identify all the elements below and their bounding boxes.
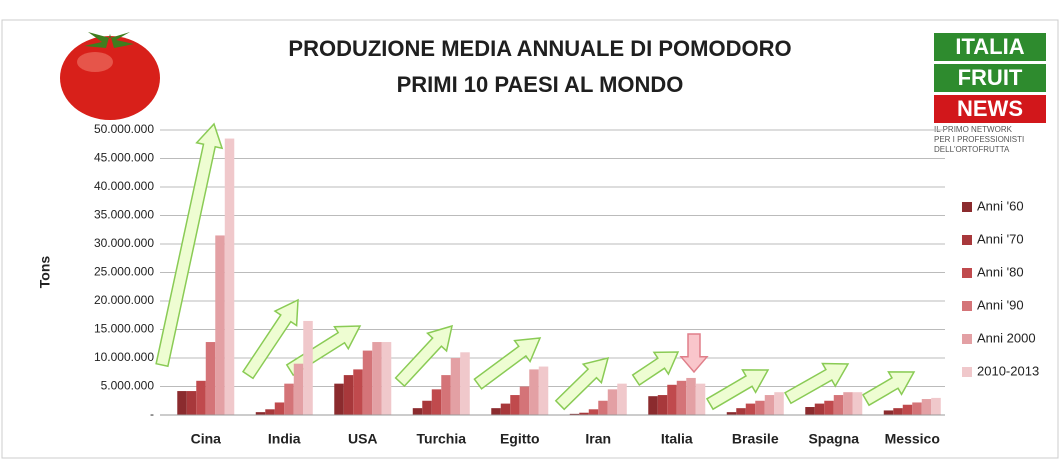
y-axis-label: Tons [37,256,53,289]
bar [334,384,344,415]
bar [422,401,432,415]
bar [912,402,922,415]
bar [736,408,746,415]
bar [353,369,363,415]
bar [225,139,235,415]
x-tick-label: Egitto [500,431,540,447]
y-tick-label: - [150,407,154,421]
legend-label: Anni '70 [977,231,1024,246]
bar [382,342,392,415]
y-tick-label: 10.000.000 [94,350,154,364]
bar [922,399,932,415]
bar [539,367,549,415]
bar [177,391,187,415]
bar [746,404,756,415]
bar [648,396,658,415]
logo-tagline: IL PRIMO NETWORK [934,125,1013,134]
bar [824,401,834,415]
bar [589,409,599,415]
bar [451,358,461,415]
bar [187,391,197,415]
logo-tagline: PER I PROFESSIONISTI [934,135,1024,144]
bar [658,395,668,415]
legend-swatch [962,334,972,344]
x-tick-label: India [268,431,301,447]
bar [617,384,627,415]
bar [598,401,608,415]
legend-label: 2010-2013 [977,363,1039,378]
bar [853,392,863,415]
bar [294,364,304,415]
bar [491,408,501,415]
bar [265,409,275,415]
chart-subtitle: PRIMI 10 PAESI AL MONDO [397,72,684,97]
y-tick-label: 50.000.000 [94,122,154,136]
legend-label: Anni '60 [977,198,1024,213]
y-tick-label: 20.000.000 [94,293,154,307]
bar [501,404,511,415]
x-tick-label: Turchia [417,431,467,447]
bar [432,389,442,415]
bar [686,378,696,415]
legend-swatch [962,235,972,245]
logo-line: FRUIT [958,65,1023,90]
bar [520,387,530,416]
bar [608,389,618,415]
x-tick-label: Cina [191,431,222,447]
bar [696,384,706,415]
y-tick-label: 5.000.000 [101,379,155,393]
chart-title: PRODUZIONE MEDIA ANNUALE DI POMODORO [288,36,791,61]
bar [215,235,225,415]
bar [284,384,294,415]
bar [667,385,677,415]
bar [774,392,784,415]
bar [805,407,815,415]
bar [344,375,354,415]
legend-swatch [962,301,972,311]
bar [460,352,470,415]
logo-line: ITALIA [955,34,1024,59]
bar [677,381,687,415]
x-tick-label: Brasile [732,431,779,447]
x-tick-label: USA [348,431,378,447]
legend-swatch [962,268,972,278]
bar [363,351,373,415]
y-tick-label: 40.000.000 [94,179,154,193]
bar [765,395,775,415]
bar [903,405,913,415]
x-tick-label: Iran [585,431,611,447]
y-tick-label: 15.000.000 [94,322,154,336]
x-tick-label: Italia [661,431,693,447]
bar [834,395,844,415]
bar [884,410,894,415]
bar [843,392,853,415]
bar [755,401,765,415]
bar [529,369,539,415]
chart: PRODUZIONE MEDIA ANNUALE DI POMODORO PRI… [0,0,1062,461]
y-tick-label: 35.000.000 [94,208,154,222]
x-tick-label: Spagna [808,431,859,447]
y-tick-label: 25.000.000 [94,265,154,279]
bar [510,395,520,415]
bar [206,342,216,415]
legend-label: Anni 2000 [977,330,1036,345]
bar [893,408,903,415]
bar [931,398,941,415]
bar [303,321,313,415]
legend-label: Anni '80 [977,264,1024,279]
legend-swatch [962,202,972,212]
bar [413,408,423,415]
x-tick-label: Messico [885,431,940,447]
bar [372,342,382,415]
logo-line: NEWS [957,96,1023,121]
bar [275,402,285,415]
y-tick-label: 45.000.000 [94,151,154,165]
legend-swatch [962,367,972,377]
bar [196,381,206,415]
bar [441,375,451,415]
bar [815,404,825,415]
legend-label: Anni '90 [977,297,1024,312]
logo-tagline: DELL'ORTOFRUTTA [934,145,1010,154]
y-tick-label: 30.000.000 [94,236,154,250]
